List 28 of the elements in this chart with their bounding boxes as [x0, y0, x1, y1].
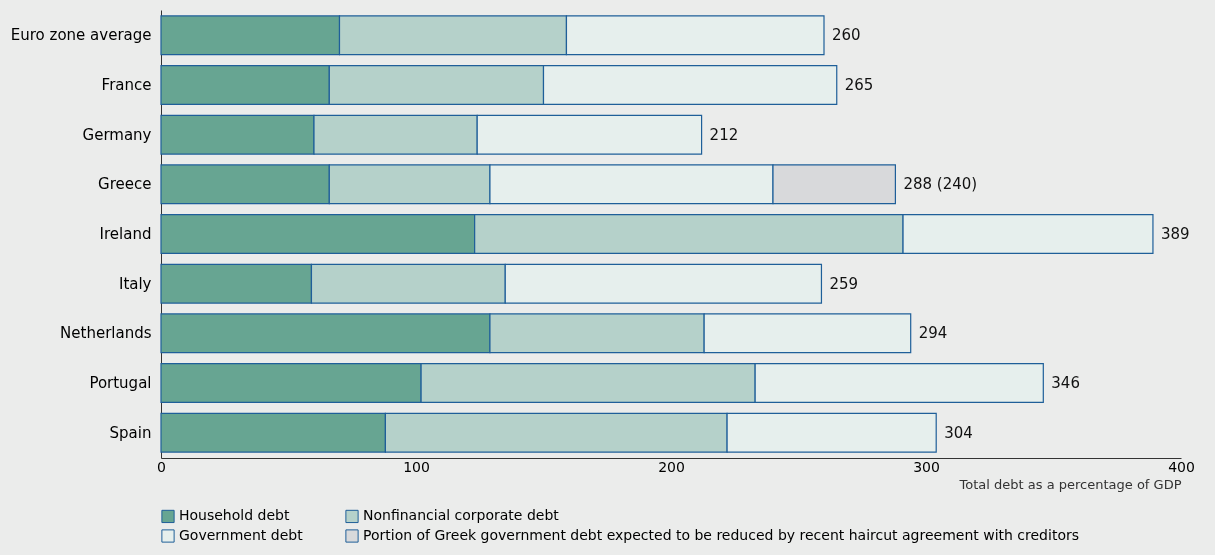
total-label: 304 — [944, 423, 973, 442]
total-label: 212 — [709, 125, 739, 144]
y-tick-label: Greece — [98, 175, 152, 194]
legend-label: Government debt — [179, 527, 304, 543]
total-label: 265 — [844, 76, 874, 94]
legend-label: Household debt — [179, 507, 290, 524]
total-label: 260 — [832, 26, 861, 45]
x-tick-label: 300 — [913, 458, 940, 475]
y-tick-label: Portugal — [89, 374, 152, 392]
total-label: 259 — [829, 274, 859, 293]
total-label: 389 — [1160, 225, 1190, 243]
x-tick-label: 200 — [658, 458, 685, 475]
total-label: 294 — [918, 324, 948, 343]
y-tick-label: France — [101, 76, 152, 94]
y-tick-label: Spain — [109, 423, 152, 442]
total-label: 288 (240) — [903, 175, 978, 194]
total-label: 346 — [1051, 374, 1080, 392]
legend-label: Portion of Greek government debt expected to be reduced by recent haircut agreement with creditors — [363, 527, 1079, 543]
y-tick-label: Netherlands — [60, 324, 152, 343]
y-tick-label: Germany — [82, 125, 152, 144]
x-tick-label: 0 — [157, 458, 166, 475]
legend-label: Nonfinancial corporate debt — [363, 507, 560, 524]
x-tick-label: 400 — [1168, 458, 1195, 475]
x-axis-title: Total debt as a percentage of GDP — [958, 476, 1182, 492]
y-tick-label: Italy — [118, 274, 152, 293]
x-tick-label: 100 — [403, 458, 430, 475]
y-tick-label: Ireland — [99, 225, 152, 243]
y-tick-label: Euro zone average — [10, 26, 152, 45]
